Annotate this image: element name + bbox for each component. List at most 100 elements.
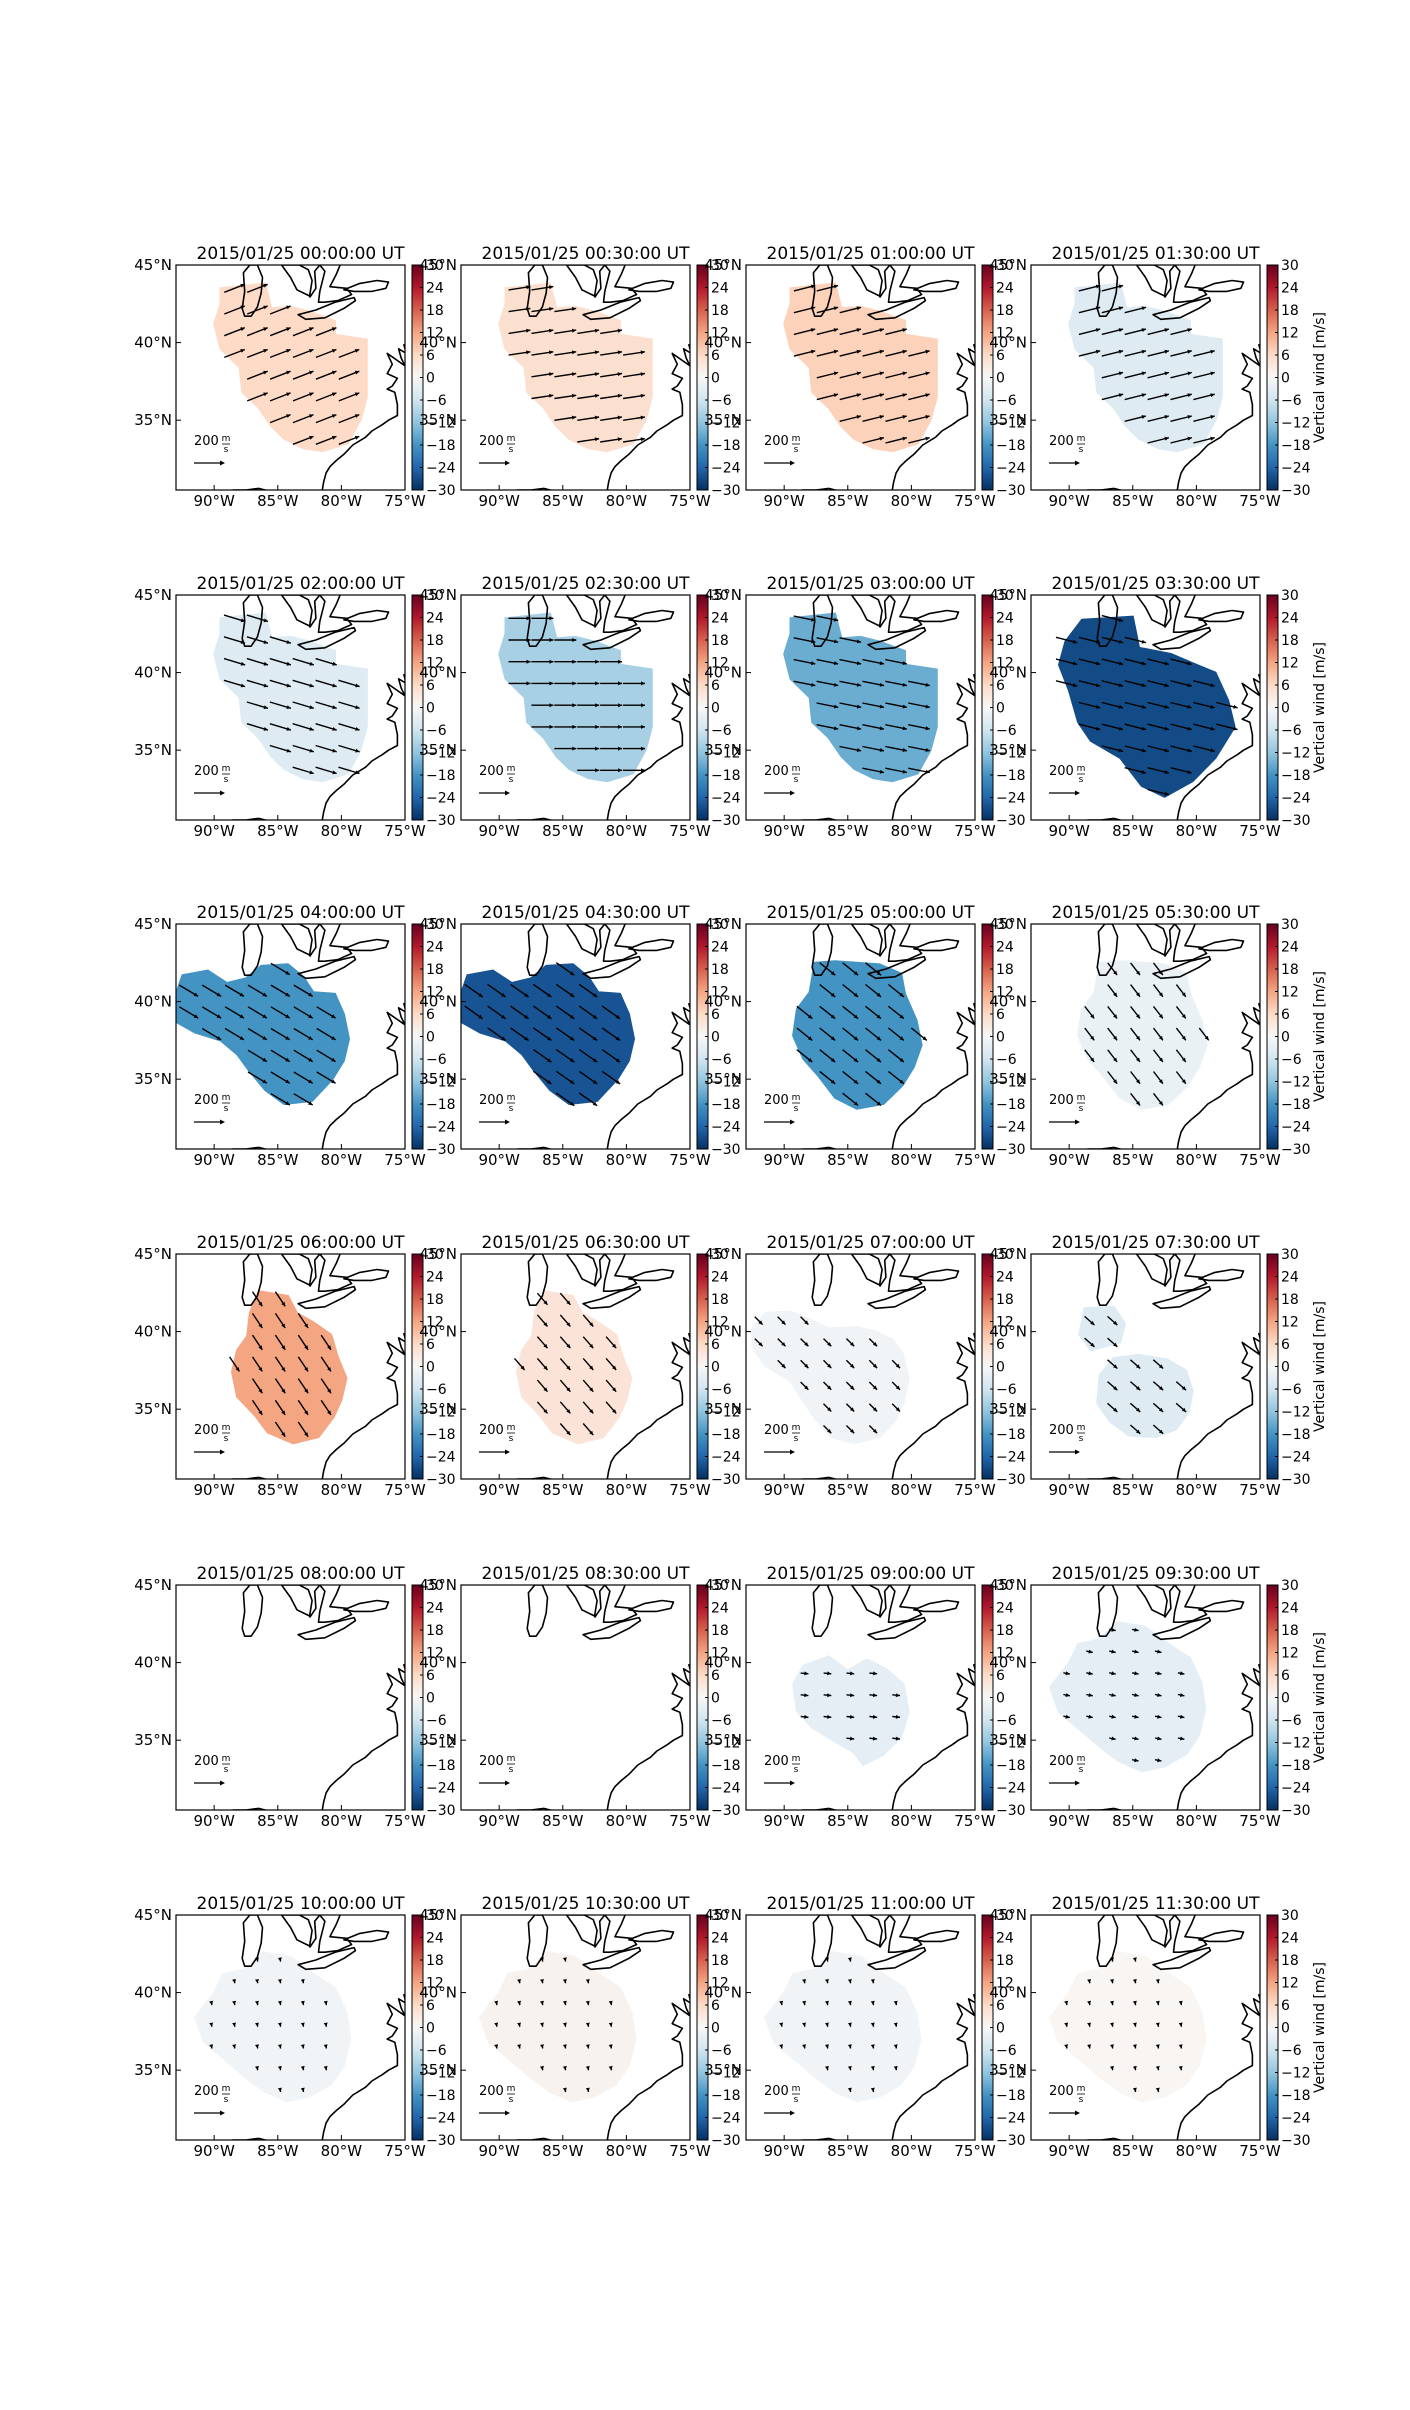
colorbar-tick-label: −6 xyxy=(996,723,1017,739)
colorbar-tick-label: −18 xyxy=(711,2088,741,2104)
wind-vector-arrow xyxy=(559,1336,571,1349)
colorbar-tick-label: 6 xyxy=(996,348,1005,364)
lake-outline xyxy=(343,279,390,293)
wind-vector-arrow xyxy=(531,724,554,729)
wind-vector-arrow xyxy=(862,415,885,422)
wind-vector-arrow xyxy=(1087,1979,1091,1984)
latitude-tick-label: 40°N xyxy=(134,334,172,352)
latitude-tick-label: 40°N xyxy=(704,1654,742,1672)
lake-outline xyxy=(1198,1268,1245,1282)
longitude-tick-label: 90°W xyxy=(763,492,805,510)
colorbar: 30 24 18 12 6 0 −6 −12 −18 −24 −30 Vertical wind [m… xyxy=(1266,1908,1328,2149)
wind-vector-arrow xyxy=(816,637,839,644)
quiver-key: 200 ms xyxy=(764,1093,800,1125)
wind-vector-arrow xyxy=(554,350,577,356)
colorbar-tick-label: 12 xyxy=(996,326,1014,342)
wind-vector-arrow xyxy=(247,1006,268,1019)
wind-vector-arrow xyxy=(531,638,554,642)
lake-outline xyxy=(913,938,960,952)
wind-vector-arrow xyxy=(892,1693,901,1698)
latitude-tick-label: 35°N xyxy=(989,741,1027,759)
longitude-tick-label: 85°W xyxy=(542,1812,584,1830)
longitude-tick-label: 90°W xyxy=(1048,1481,1090,1499)
wind-vector-arrow xyxy=(623,768,645,773)
longitude-tick-label: 85°W xyxy=(1112,492,1154,510)
latitude-tick-label: 45°N xyxy=(704,1245,742,1263)
map-panel: 2015/01/25 09:00:00 UT 90°W 85°W 80°W 75°W 45… xyxy=(704,1564,1025,1830)
colorbar-tick-label: 30 xyxy=(426,588,444,604)
map-panel: 2015/01/25 07:30:00 UT 90°W 85°W 80°W 75°W 45… xyxy=(989,1233,1328,1499)
shoreline xyxy=(1163,1915,1208,1954)
wind-vector-arrow xyxy=(577,746,600,751)
panel-title: 2015/01/25 10:00:00 UT xyxy=(197,1894,406,1914)
wind-vector-arrow xyxy=(819,1005,836,1020)
quiver-key: 200 ms xyxy=(479,434,515,466)
wind-vector-arrow xyxy=(1152,1005,1164,1019)
wind-vector-arrow xyxy=(1124,371,1147,379)
wind-vector-arrow xyxy=(847,2065,852,2071)
quiver-key-unit-denominator: s xyxy=(794,1104,799,1114)
wind-vector-arrow xyxy=(487,1027,507,1042)
colorbar-tick-label: −24 xyxy=(711,1120,741,1136)
colorbar: 30 24 18 12 6 0 −6 −12 −18 −24 −30 xyxy=(411,1908,456,2149)
wind-vector-arrow xyxy=(582,1379,594,1393)
colorbar-tick-label: 0 xyxy=(1281,371,1290,387)
lake-outline xyxy=(628,609,675,623)
latitude-tick-label: 45°N xyxy=(419,586,457,604)
wind-vector-arrow xyxy=(1109,1649,1116,1654)
vertical-wind-field xyxy=(1048,1621,1207,1773)
colorbar-tick-label: −24 xyxy=(426,461,456,477)
latitude-tick-label: 40°N xyxy=(989,664,1027,682)
colorbar-tick-label: 24 xyxy=(426,940,444,956)
wind-vector-arrow xyxy=(825,2022,829,2027)
wind-vector-arrow xyxy=(1101,680,1124,688)
wind-vector-arrow xyxy=(1130,1005,1141,1019)
wind-vector-arrow xyxy=(1147,328,1170,336)
wind-vector-arrow xyxy=(269,327,291,337)
wind-vector-arrow xyxy=(246,679,269,688)
wind-vector-arrow xyxy=(251,1291,263,1307)
wind-vector-arrow xyxy=(323,2000,328,2006)
wind-vector-arrow xyxy=(1101,614,1124,622)
wind-vector-arrow xyxy=(1101,284,1124,292)
wind-vector-arrow xyxy=(1178,2022,1183,2027)
map-panel: 2015/01/25 06:30:00 UT 90°W 85°W 80°W 75°W 45… xyxy=(419,1233,740,1499)
quiver-key-unit-numerator: m xyxy=(1077,1093,1086,1103)
wind-vector-arrow xyxy=(209,2044,214,2049)
wind-vector-arrow xyxy=(1107,1337,1118,1348)
wind-vector-arrow xyxy=(1132,2087,1137,2093)
wind-vector-arrow xyxy=(847,2022,852,2027)
colorbar-tick-label: −6 xyxy=(1281,1713,1302,1729)
wind-vector-arrow xyxy=(554,372,577,378)
lake-outline xyxy=(526,1254,549,1307)
wind-vector-arrow xyxy=(517,1979,521,1984)
wind-vector-arrow xyxy=(1178,2044,1183,2049)
map-frame xyxy=(745,1914,976,2141)
wind-vector-arrow xyxy=(201,1006,222,1019)
colorbar-tick-label: −30 xyxy=(1281,1472,1311,1488)
colorbar-tick-label: 0 xyxy=(996,701,1005,717)
colorbar-tick-label: 24 xyxy=(1281,281,1299,297)
lake-outline xyxy=(526,1915,549,1968)
colorbar-tick-label: −12 xyxy=(1281,1075,1311,1091)
wind-vector-arrow xyxy=(578,1070,598,1085)
colorbar-tick-label: −18 xyxy=(426,768,456,784)
colorbar-tick-label: −30 xyxy=(1281,1803,1311,1819)
colorbar: 30 24 18 12 6 0 −6 −12 −18 −24 −30 xyxy=(696,1908,741,2149)
wind-vector-arrow xyxy=(1155,2022,1160,2027)
latitude-tick-label: 40°N xyxy=(134,1323,172,1341)
wind-vector-arrow xyxy=(908,349,930,357)
colorbar-tick-label: 24 xyxy=(711,611,729,627)
quiver-key: 200 ms xyxy=(1049,434,1085,466)
wind-vector-arrow xyxy=(532,1027,552,1042)
wind-vector-arrow xyxy=(862,393,885,401)
lake-outline xyxy=(867,1285,927,1310)
quiver-key-value: 200 xyxy=(479,434,504,449)
wind-vector-arrow xyxy=(793,328,816,336)
vertical-wind-field xyxy=(783,612,938,783)
wind-vector-arrow xyxy=(585,2044,590,2049)
wind-vector-arrow xyxy=(891,1403,901,1412)
colorbar-tick-label: −12 xyxy=(426,1075,456,1091)
wind-vector-arrow xyxy=(269,636,292,644)
latitude-tick-label: 35°N xyxy=(704,1070,742,1088)
